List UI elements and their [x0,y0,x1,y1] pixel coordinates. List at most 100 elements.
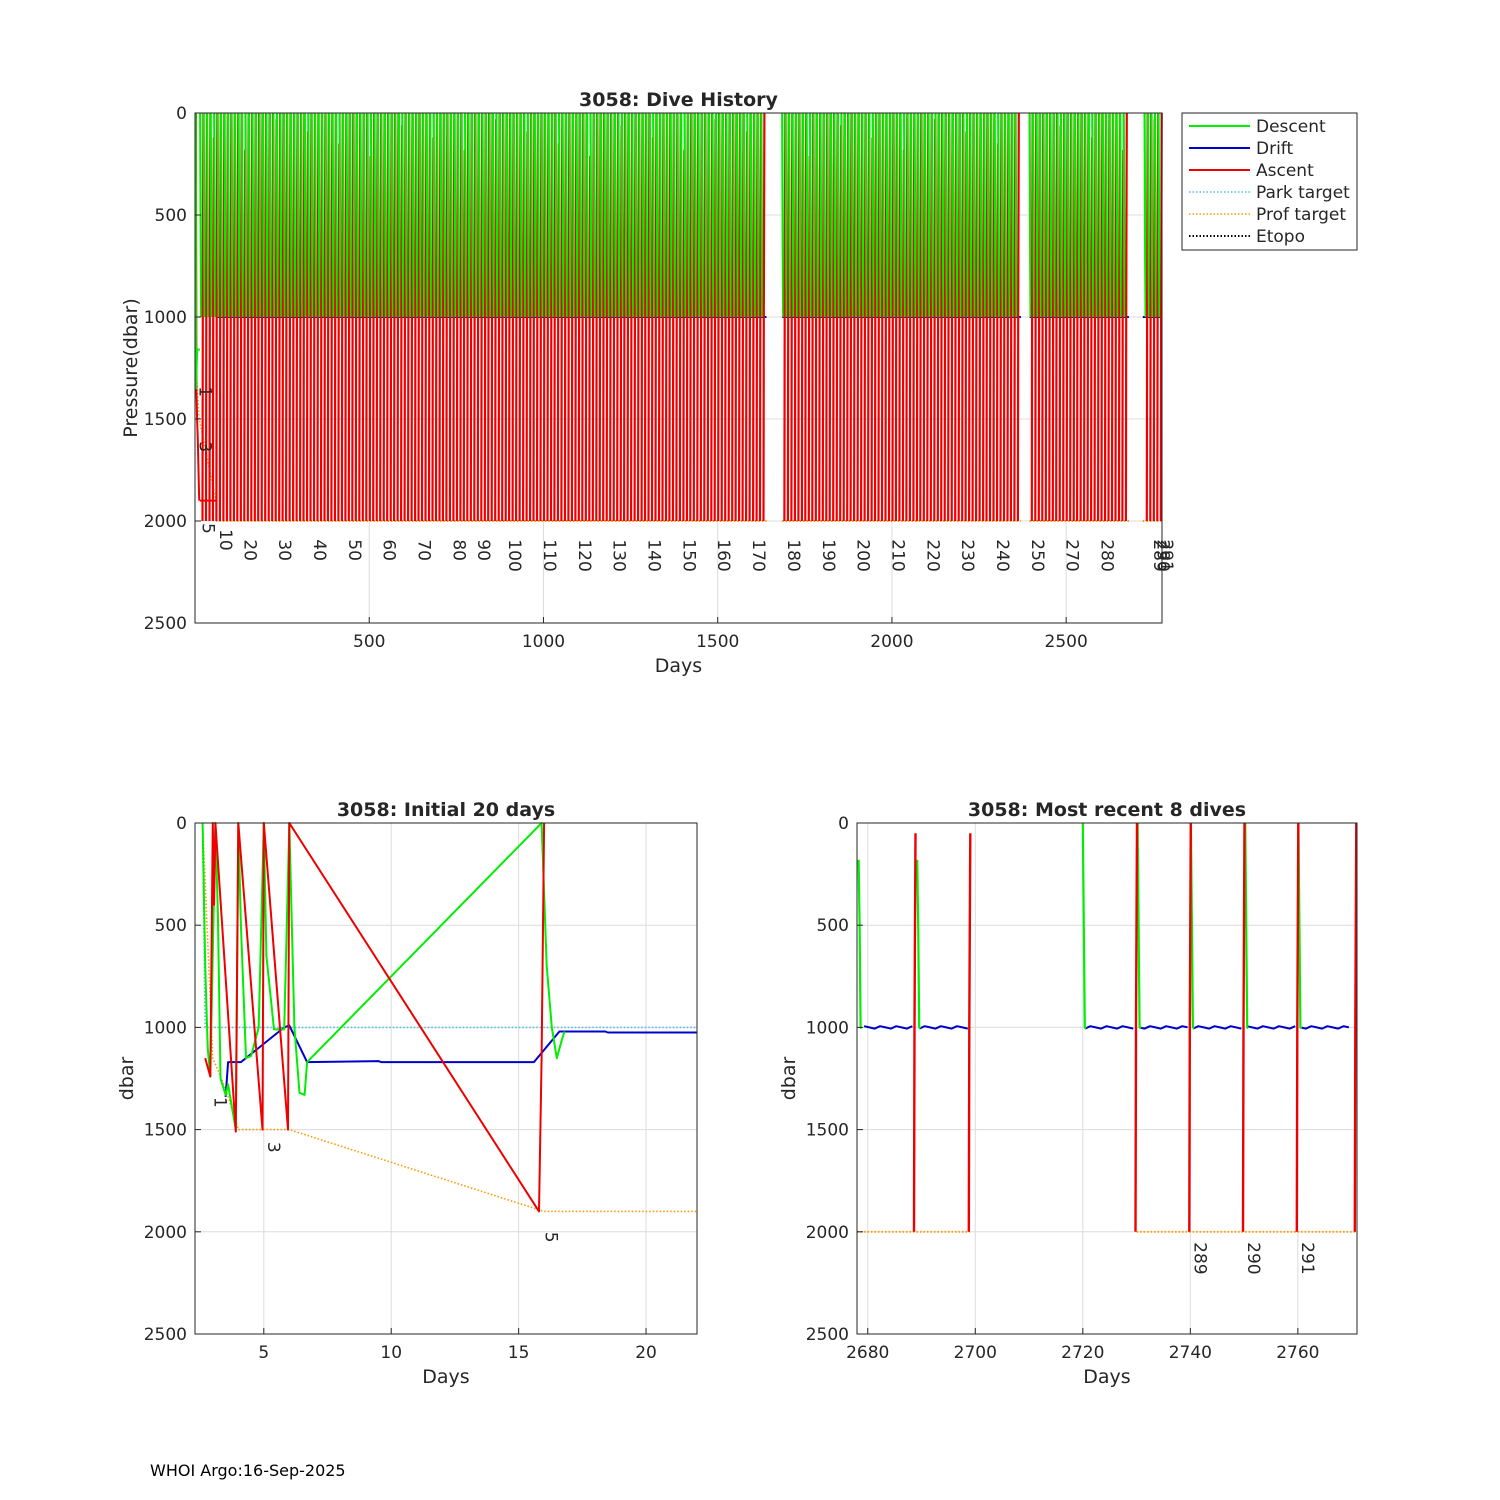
descent-profile [564,112,569,318]
descent-profile [613,112,618,318]
recent-dives-title: 3058: Most recent 8 dives [968,799,1246,821]
descent-profile [331,112,335,318]
descent-profile [672,112,677,318]
descent-profile [279,112,283,318]
descent-profile [1146,112,1151,318]
descent-profile [303,112,307,318]
descent-profile [1007,112,1011,318]
dive-label: 3 [195,441,215,452]
y-tick-label: 2500 [806,1325,849,1345]
initial-20-days-ylabel: dbar [116,1057,138,1101]
descent-profile [310,112,314,318]
drift-segment [863,1025,913,1030]
descent-profile [746,112,750,318]
descent-profile [983,112,987,318]
descent-profile [387,112,391,318]
y-tick-label: 1500 [806,1121,849,1141]
descent-profile [467,112,471,318]
descent-profile [941,112,945,318]
descent-profile [990,112,994,318]
dive-label: 5 [541,1232,561,1243]
dive-label: 200 [853,539,873,571]
dive-history-series [194,112,1163,522]
y-tick-label: 2500 [144,1325,187,1345]
dive-label: 130 [609,539,629,571]
legend-label-drift: Drift [1256,139,1293,159]
dive-label: 1 [209,1097,229,1108]
descent-profile [554,112,558,318]
x-tick-label: 2000 [870,632,913,652]
x-tick-label: 15 [508,1343,530,1363]
dive-label: 289 [1149,539,1169,571]
descent-profile [617,112,621,318]
descent-profile [1105,112,1109,318]
descent-profile [652,112,656,318]
descent-profile [993,112,997,318]
descent-profile [505,112,509,318]
descent-profile [446,112,450,318]
descent-profile [519,112,523,318]
y-tick-label: 0 [176,814,187,834]
descent-profile [624,112,628,318]
descent-profile [450,112,454,318]
descent-profile [1056,112,1060,318]
descent-profile [676,112,680,318]
descent-profile [1059,112,1063,318]
descent-profile [669,112,673,318]
descent-profile [268,112,272,318]
descent-profile [317,112,321,318]
descent-profile [345,112,349,318]
descent-profile [488,112,492,318]
descent-profile [1045,112,1050,318]
descent-profile [1052,112,1057,318]
descent-profile [240,112,245,318]
descent-profile [1084,112,1088,318]
descent-profile [666,112,670,318]
descent-profile [498,112,502,318]
park-target-series [201,822,697,1029]
descent-profile [561,112,565,318]
descent-profile [1031,112,1036,318]
descent-profile [836,112,841,318]
descent-profile [355,112,360,318]
descent-profile [512,112,516,318]
descent-profile [411,112,415,318]
descent-profile [648,112,652,318]
descent-profile [847,112,851,318]
dive-label: 230 [957,539,977,571]
ascent-profile [762,112,766,522]
descent-profile [582,112,586,318]
descent-profile [899,112,903,318]
descent-profile [875,112,879,318]
descent-profile [359,112,363,318]
descent-profile [997,112,1001,318]
dive-label: 10 [215,529,235,551]
descent-profile [868,112,872,318]
descent-profile [293,112,297,318]
descent-profile [1004,112,1008,318]
descent-profile [575,112,579,318]
descent-profile [397,112,401,318]
descent-profile [495,112,499,318]
descent-profile [578,112,583,318]
dive-label: 270 [1062,539,1082,571]
descent-profile [833,112,837,318]
descent-profile [429,112,433,318]
descent-profile [732,112,736,318]
descent-profile [272,112,276,318]
y-tick-label: 1000 [144,308,187,328]
descent-profile [422,112,426,318]
descent-profile [1136,822,1142,1030]
legend: Descent Drift Ascent Park target Prof ta… [1181,112,1358,251]
x-tick-label: 2740 [1169,1343,1212,1363]
recent-dives-ylabel: dbar [778,1057,800,1101]
descent-profile [568,112,572,318]
recent-dives-series [857,822,1358,1233]
descent-profile [1119,112,1123,318]
descent-profile [418,112,422,318]
descent-profile [916,112,921,318]
drift-segment [1300,1025,1350,1030]
descent-profile [1098,112,1102,318]
descent-profile [916,859,922,1030]
